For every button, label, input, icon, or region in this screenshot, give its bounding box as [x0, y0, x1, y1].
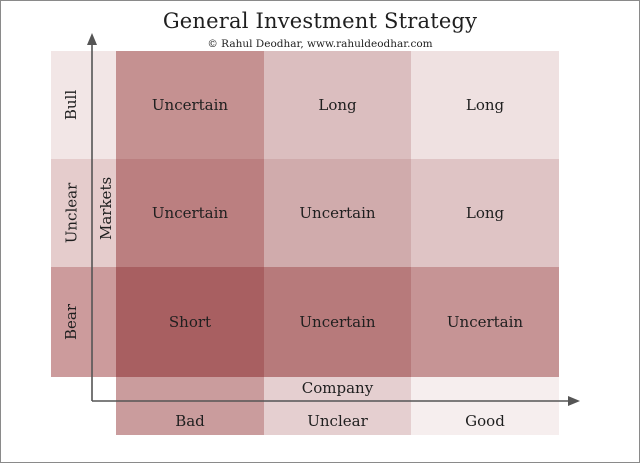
- x-axis-arrowhead: [568, 396, 580, 406]
- cell-unclear-good: Long: [411, 159, 559, 267]
- cell-bull-unclear: Long: [264, 51, 411, 159]
- col-band-unclear: [264, 377, 411, 435]
- diagram-title: General Investment Strategy: [162, 9, 478, 33]
- cell-unclear-unclear: Uncertain: [264, 159, 411, 267]
- y-axis-arrowhead: [87, 33, 97, 45]
- cell-bear-good: Uncertain: [411, 267, 559, 377]
- cell-unclear-bad: Uncertain: [116, 159, 264, 267]
- col-label-bad: Bad: [175, 412, 205, 430]
- col-band-good: [411, 377, 559, 435]
- cell-bear-bad: Short: [116, 267, 264, 377]
- copyright-subtitle: © Rahul Deodhar, www.rahuldeodhar.com: [207, 38, 433, 50]
- col-label-good: Good: [465, 412, 505, 430]
- cell-bear-unclear: Uncertain: [264, 267, 411, 377]
- y-axis-title: Markets: [97, 176, 115, 240]
- x-axis-title: Company: [301, 379, 374, 397]
- col-label-unclear: Unclear: [307, 412, 368, 430]
- cell-bull-good: Long: [411, 51, 559, 159]
- cell-bull-bad: Uncertain: [116, 51, 264, 159]
- col-band-bad: [116, 377, 264, 435]
